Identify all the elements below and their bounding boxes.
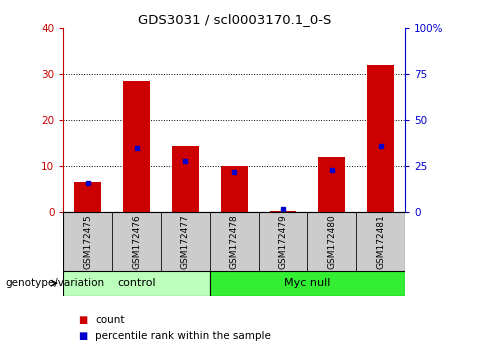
Bar	[123, 81, 150, 212]
Text: GSM172480: GSM172480	[327, 214, 336, 269]
Bar	[307, 212, 356, 271]
Bar	[318, 157, 345, 212]
Text: count: count	[95, 315, 124, 325]
Bar	[259, 212, 307, 271]
Bar	[112, 212, 161, 271]
Text: Myc null: Myc null	[284, 278, 331, 288]
Text: percentile rank within the sample: percentile rank within the sample	[95, 331, 271, 341]
Bar	[161, 212, 210, 271]
Bar	[269, 211, 297, 212]
Bar	[367, 65, 394, 212]
Bar	[356, 212, 405, 271]
Text: control: control	[117, 278, 156, 288]
Text: GSM172479: GSM172479	[279, 214, 287, 269]
Text: genotype/variation: genotype/variation	[5, 278, 104, 288]
Bar	[210, 212, 259, 271]
Text: GSM172476: GSM172476	[132, 214, 141, 269]
Text: ■: ■	[78, 331, 87, 341]
Bar	[63, 271, 210, 296]
Bar	[221, 166, 247, 212]
Bar	[63, 212, 112, 271]
Text: GSM172478: GSM172478	[230, 214, 239, 269]
Text: GSM172475: GSM172475	[83, 214, 92, 269]
Text: GSM172477: GSM172477	[181, 214, 190, 269]
Title: GDS3031 / scl0003170.1_0-S: GDS3031 / scl0003170.1_0-S	[138, 13, 331, 26]
Bar	[210, 271, 405, 296]
Bar	[75, 183, 102, 212]
Bar	[172, 146, 199, 212]
Text: ■: ■	[78, 315, 87, 325]
Text: GSM172481: GSM172481	[376, 214, 385, 269]
